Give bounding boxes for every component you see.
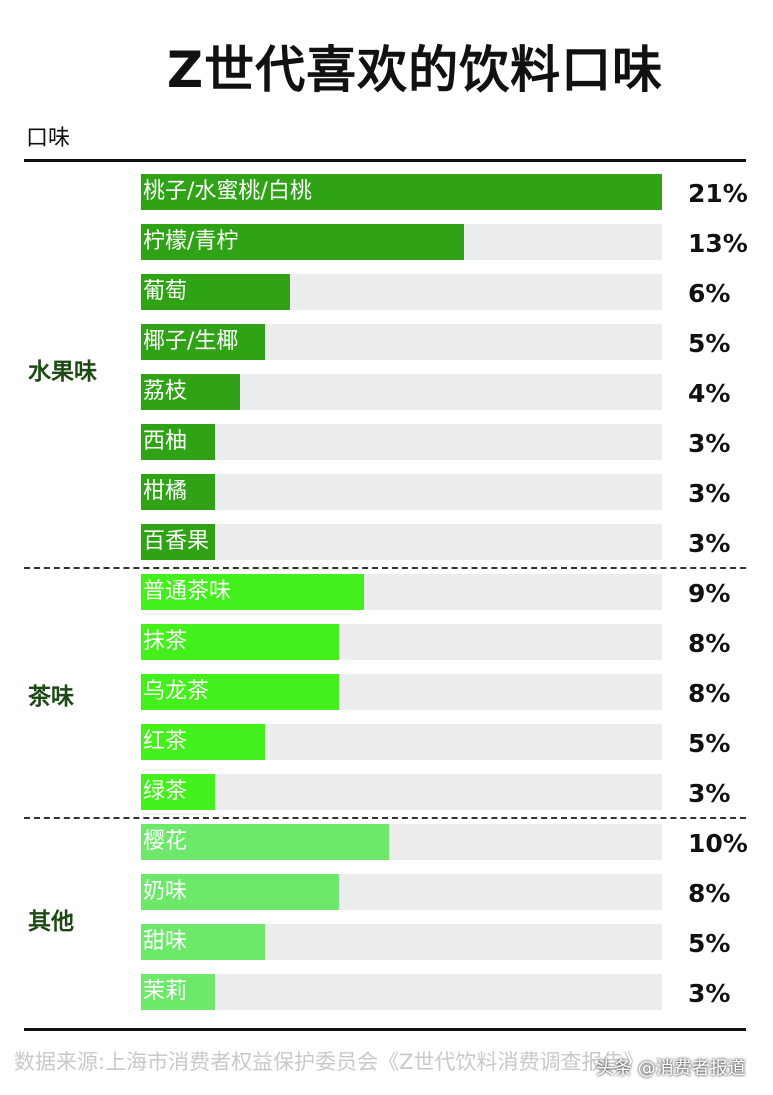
bar [141,324,265,360]
top-rule [24,159,746,162]
bar [141,474,215,510]
category-label: 葡萄 [143,279,188,304]
bar [141,224,464,260]
value-label: 3% [688,479,731,508]
source-note: 数据来源:上海市消费者权益保护委员会《Z世代饮料消费调查报告》 [14,1050,645,1074]
axis-label: 口味 [26,126,71,151]
category-label: 荔枝 [143,379,188,404]
bottom-rule [24,1028,746,1031]
watermark: 头条 @消费者报道 [596,1058,746,1079]
bar [141,374,240,410]
value-label: 21% [688,179,748,208]
value-label: 3% [688,429,731,458]
bar-track [141,774,662,810]
bar [141,674,339,710]
value-label: 10% [688,829,748,858]
bar [141,924,265,960]
bar [141,274,290,310]
chart-title: Z世代喜欢的饮料口味 [166,41,664,99]
bar [141,724,265,760]
value-label: 9% [688,579,731,608]
category-label: 普通茶味 [143,579,232,604]
category-label: 红茶 [143,729,188,754]
bar [141,524,215,560]
category-label: 茉莉 [143,979,188,1004]
bar [141,824,389,860]
category-label: 奶味 [143,879,188,904]
value-label: 4% [688,379,731,408]
value-label: 8% [688,879,731,908]
value-label: 3% [688,979,731,1008]
bar [141,574,364,610]
category-label: 抹茶 [143,629,188,654]
bar [141,774,215,810]
value-label: 6% [688,279,731,308]
category-label: 甜味 [143,929,188,954]
category-label: 乌龙茶 [143,679,210,704]
value-label: 5% [688,729,731,758]
group-label: 其他 [28,909,74,935]
group-label: 茶味 [28,684,74,710]
bar-track [141,974,662,1010]
value-label: 8% [688,679,731,708]
category-label: 柑橘 [143,479,188,504]
category-label: 西柚 [143,429,188,454]
category-label: 椰子/生椰 [143,329,239,354]
group-divider [24,817,746,819]
value-label: 8% [688,629,731,658]
bar [141,974,215,1010]
value-label: 3% [688,529,731,558]
value-label: 5% [688,329,731,358]
bar [141,424,215,460]
bar-track [141,524,662,560]
category-label: 桃子/水蜜桃/白桃 [143,179,312,204]
bar-track [141,474,662,510]
category-label: 绿茶 [143,779,188,804]
value-label: 3% [688,779,731,808]
category-label: 樱花 [143,829,188,854]
category-label: 百香果 [143,529,210,554]
bar-track [141,424,662,460]
value-label: 5% [688,929,731,958]
group-divider [24,567,746,569]
category-label: 柠檬/青柠 [143,229,239,254]
bar [141,624,339,660]
bar [141,874,339,910]
value-label: 13% [688,229,748,258]
group-label: 水果味 [28,359,97,385]
bar [141,174,662,210]
